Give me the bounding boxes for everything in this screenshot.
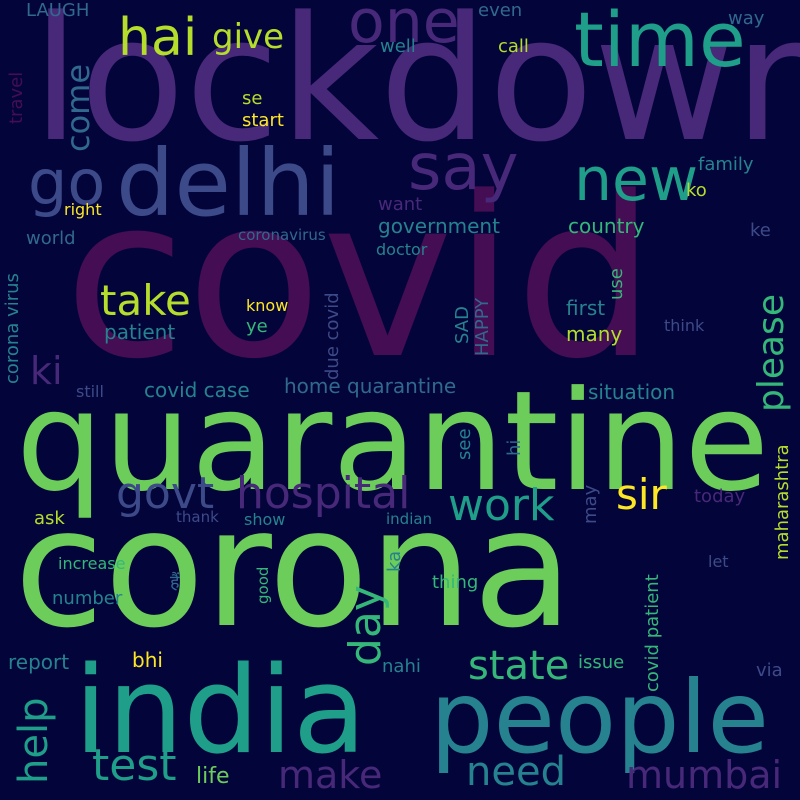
word-situation: situation	[588, 380, 676, 404]
word-patient: patient	[104, 320, 176, 344]
word-report: report	[8, 650, 70, 674]
word-indian: indian	[386, 510, 433, 528]
word-maharashtra: maharashtra	[772, 444, 793, 560]
word-help: help	[11, 697, 57, 784]
word-delhi: delhi	[116, 130, 341, 237]
word-hi: hi	[504, 439, 525, 456]
word-still: still	[76, 382, 104, 401]
word-take: take	[100, 276, 191, 325]
word-sad: SAD	[452, 306, 473, 344]
word-new: new	[574, 145, 699, 215]
word-issue: issue	[578, 652, 625, 673]
word-lockdown: lockdown	[32, 0, 800, 180]
word-use: use	[606, 268, 627, 300]
word-people: people	[430, 659, 769, 776]
word-go: go	[28, 146, 106, 219]
word-today: today	[694, 486, 746, 507]
word-make: make	[278, 753, 383, 797]
word-right: right	[64, 200, 102, 219]
word-home-quarantine: home quarantine	[284, 374, 457, 398]
word-hospital: hospital	[236, 468, 411, 519]
word-good: good	[254, 566, 272, 604]
word-work: work	[448, 480, 555, 531]
word-travel: travel	[6, 71, 27, 124]
word-please: please	[751, 294, 792, 412]
word-covid-patient: covid patient	[642, 574, 663, 692]
word-nahi: nahi	[382, 656, 421, 677]
word-call: call	[498, 36, 529, 57]
word-think: think	[664, 316, 705, 335]
word-corona: corona	[14, 473, 574, 664]
word-government: government	[378, 214, 500, 238]
word-come: come	[59, 63, 97, 152]
word-state: state	[468, 643, 570, 689]
word-coronavirus: coronavirus	[238, 226, 326, 244]
word-ask: ask	[34, 508, 65, 529]
word-even: even	[478, 0, 523, 21]
word-bhi: bhi	[132, 648, 163, 672]
word-covid-case: covid case	[144, 378, 250, 402]
word-via: via	[756, 660, 783, 681]
word-may: may	[580, 484, 601, 524]
word-ke: ke	[750, 220, 771, 241]
word-due-covid: due covid	[322, 292, 343, 380]
word-life: life	[196, 764, 230, 789]
word-number: number	[52, 588, 123, 609]
word-corona-virus: corona virus	[2, 273, 23, 384]
word-day: day	[340, 585, 391, 666]
word-doctor: doctor	[376, 240, 428, 259]
word-ye: ye	[246, 316, 268, 337]
word-family: family	[698, 154, 754, 175]
word-se: se	[242, 88, 263, 109]
word-first: first	[566, 296, 606, 320]
word-thank: thank	[176, 508, 219, 526]
word-give: give	[212, 17, 285, 57]
word-want: want	[378, 194, 423, 215]
word-world: world	[26, 228, 76, 249]
word-ka: ka	[384, 550, 405, 572]
word-show: show	[244, 510, 286, 529]
word-country: country	[568, 214, 645, 238]
word-increase: increase	[58, 554, 126, 573]
word-say: say	[408, 131, 519, 205]
word-india: india	[74, 642, 367, 781]
word-start: start	[242, 110, 284, 131]
word-hai: hai	[118, 8, 198, 68]
word-time: time	[574, 0, 746, 84]
word-happy: HAPPY	[472, 297, 493, 356]
word-need: need	[466, 749, 566, 795]
word-see: see	[454, 428, 475, 460]
word-one: one	[348, 0, 460, 57]
word-ki: ki	[30, 349, 63, 393]
word-know: know	[246, 296, 289, 315]
word-thing: thing	[432, 572, 479, 593]
word-ko: ko	[686, 180, 707, 201]
word-sir: sir	[616, 470, 667, 519]
word-laugh: LAUGH	[26, 0, 90, 21]
word-quarantine: quarantine	[16, 361, 770, 522]
word-hain: हैं	[170, 572, 180, 593]
word-well: well	[380, 36, 416, 57]
word-govt: govt	[116, 468, 215, 519]
word-let: let	[708, 552, 729, 571]
word-test: test	[92, 740, 177, 791]
word-mumbai: mumbai	[626, 753, 783, 797]
word-covid: covid	[64, 150, 656, 408]
word-way: way	[728, 8, 765, 29]
word-many: many	[566, 322, 623, 346]
